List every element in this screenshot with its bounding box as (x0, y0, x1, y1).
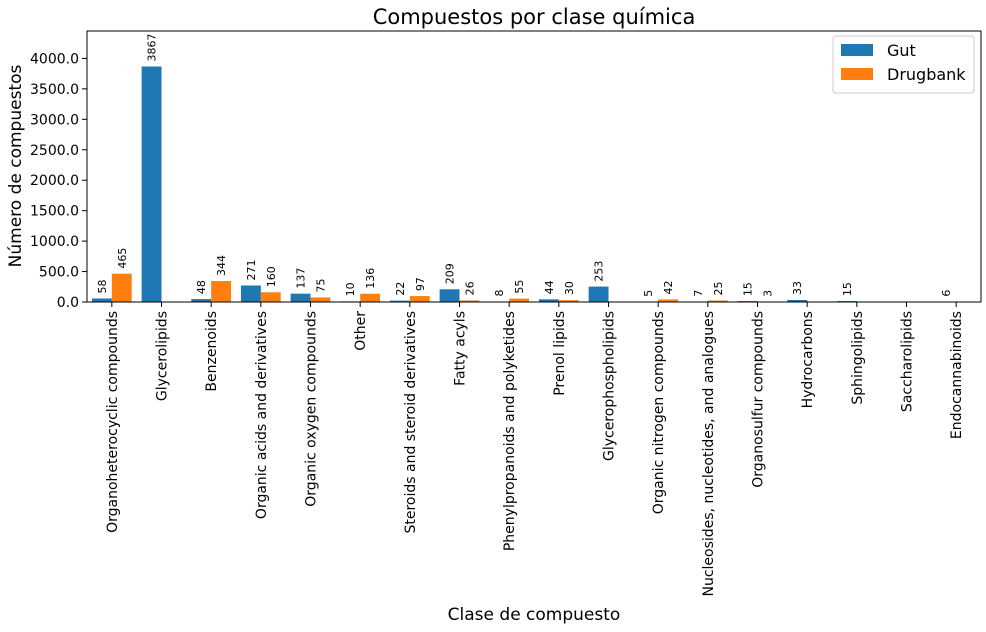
bar-value-label: 5 (642, 290, 655, 297)
x-tick-label: Organic oxygen compounds (304, 311, 320, 507)
chart-title: Compuestos por clase química (373, 5, 696, 29)
y-tick-label: 500.0 (39, 265, 79, 281)
bar-drugbank-3 (260, 292, 281, 302)
bar-value-label: 3867 (146, 34, 159, 62)
x-tick-label: Glycerophospholipids (602, 311, 618, 461)
x-tick-label: Endocannabinoids (949, 311, 965, 439)
bar-drugbank-5 (360, 293, 381, 302)
bar-value-label: 44 (543, 280, 556, 294)
y-tick-label: 0.0 (57, 295, 79, 311)
y-tick-label: 1000.0 (30, 234, 79, 250)
bar-gut-3 (240, 285, 261, 302)
bar-drugbank-4 (310, 297, 331, 302)
bar-value-label: 6 (940, 290, 953, 297)
bar-value-label: 58 (96, 279, 109, 293)
y-tick-label: 2500.0 (30, 143, 79, 159)
bar-drugbank-0 (111, 273, 132, 302)
bar-gut-9 (538, 299, 559, 302)
bar-value-label: 22 (394, 282, 407, 296)
y-tick-label: 1500.0 (30, 204, 79, 220)
bar-value-label: 25 (712, 281, 725, 295)
bar-value-label: 48 (195, 280, 208, 294)
bars-group (91, 66, 957, 302)
bar-drugbank-8 (509, 298, 530, 302)
bar-gut-4 (290, 293, 311, 302)
bar-drugbank-7 (459, 300, 480, 302)
bar-value-label: 55 (513, 280, 526, 294)
bar-value-label: 465 (116, 248, 129, 269)
bar-value-label: 136 (364, 268, 377, 289)
x-tick-label: Organic acids and derivatives (254, 311, 270, 519)
x-axis-label: Clase de compuesto (448, 605, 621, 625)
x-tick-label: Nucleosides, nucleotides, and analogues (701, 311, 717, 597)
bar-value-label: 344 (215, 255, 228, 276)
y-tick-label: 4000.0 (30, 51, 79, 67)
bar-gut-0 (91, 298, 112, 302)
bar-value-label: 26 (463, 281, 476, 295)
x-tick-label: Organoheterocyclic compounds (105, 311, 121, 533)
y-tick-label: 3500.0 (30, 82, 79, 98)
bar-gut-2 (191, 299, 212, 302)
bar-gut-6 (389, 300, 410, 302)
bar-drugbank-2 (211, 281, 232, 302)
x-tick-label: Sphingolipids (850, 311, 866, 405)
x-tick-label: Steroids and steroid derivatives (403, 311, 419, 534)
x-tick-label: Benzenoids (204, 311, 220, 392)
bar-value-label: 15 (742, 282, 755, 296)
legend-swatch-gut (841, 44, 873, 56)
plot-frame (86, 30, 982, 303)
y-ticks-group: 0.0 500.0 1000.0 1500.0 2000.0 2500.0 3000.0 35… (30, 51, 87, 311)
bar-value-label: 33 (791, 281, 804, 295)
x-tick-label: Prenol lipids (552, 311, 568, 396)
bar-value-label: 10 (344, 282, 357, 296)
y-axis-label: Número de compuestos (6, 65, 26, 268)
x-ticks-group: Organoheterocyclic compounds Glycerolipid… (105, 302, 965, 597)
bar-gut-7 (439, 289, 460, 302)
legend-label-gut: Gut (887, 41, 916, 60)
bar-gut-1 (141, 66, 162, 302)
bar-drugbank-11 (658, 299, 679, 302)
bar-value-label: 271 (245, 260, 258, 281)
legend-swatch-drugbank (841, 68, 873, 80)
bar-value-label: 160 (265, 266, 278, 287)
bar-value-label: 7 (692, 290, 705, 297)
bar-value-label: 8 (493, 290, 506, 297)
bar-value-label: 42 (662, 280, 675, 294)
x-tick-label: Organosulfur compounds (751, 311, 767, 488)
legend-label-drugbank: Drugbank (887, 65, 966, 84)
x-tick-label: Saccharolipids (900, 311, 916, 412)
x-tick-label: Hydrocarbons (800, 311, 816, 408)
bar-gut-14 (787, 299, 808, 302)
x-tick-label: Other (353, 311, 369, 351)
x-tick-label: Organic nitrogen compounds (651, 311, 667, 514)
legend: Gut Drugbank (832, 35, 975, 94)
bar-value-label: 209 (444, 263, 457, 284)
bar-drugbank-12 (707, 300, 728, 302)
bar-value-label: 3 (761, 290, 774, 297)
bar-gut-10 (588, 286, 609, 302)
bar-value-label: 30 (563, 281, 576, 295)
bar-value-label: 137 (295, 268, 308, 289)
x-tick-label: Phenylpropanoids and polyketides (502, 311, 518, 551)
bar-drugbank-9 (558, 300, 579, 302)
bar-value-label: 15 (841, 282, 854, 296)
y-tick-label: 2000.0 (30, 173, 79, 189)
bar-drugbank-6 (409, 296, 430, 302)
y-tick-label: 3000.0 (30, 112, 79, 128)
x-tick-label: Glycerolipids (155, 311, 171, 401)
x-tick-label: Fatty acyls (453, 311, 469, 386)
bar-value-label: 97 (414, 277, 427, 291)
bar-value-label: 253 (593, 261, 606, 282)
bar-value-label: 75 (314, 278, 327, 292)
